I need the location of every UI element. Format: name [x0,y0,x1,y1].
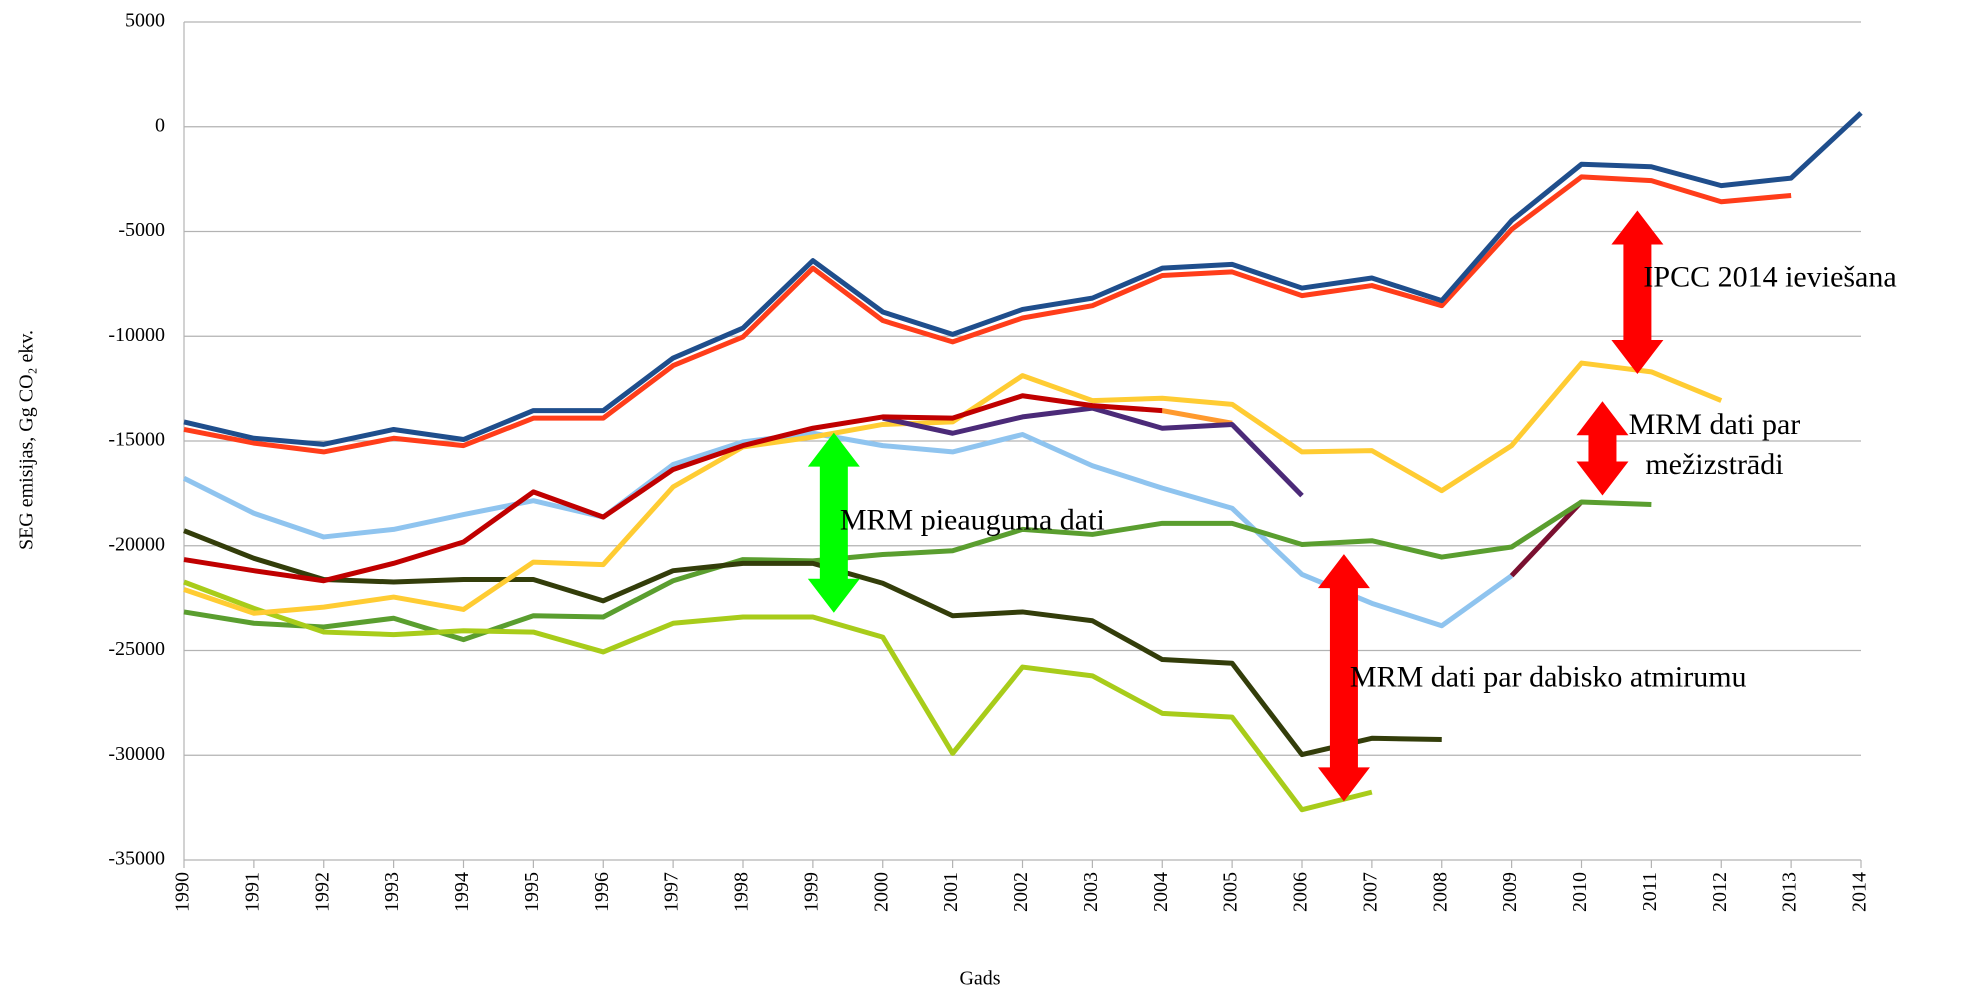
x-tick-label: 2005 [1220,872,1242,912]
x-tick-label: 1993 [381,872,403,912]
x-tick-label: 2000 [870,872,892,912]
x-tick-label: 2011 [1639,872,1661,911]
y-tick-label: -25000 [108,638,165,660]
x-tick-label: 1998 [731,872,753,912]
x-tick-label: 2004 [1150,872,1172,912]
x-tick-label: 1999 [800,872,822,912]
series-line [184,177,1791,452]
x-axis-label: Gads [959,968,1000,990]
y-tick-label: 0 [155,114,165,136]
x-tick-label: 1991 [241,872,263,912]
chart: SEG emisijas, Gg CO₂ ekv. Gads -35000 -30… [0,0,1961,992]
y-tick-label: -30000 [108,743,165,765]
x-tick-label: 2002 [1010,872,1032,912]
series-line [184,582,1372,810]
y-tick-label: -5000 [118,219,165,241]
y-tick-label: -15000 [108,429,165,451]
x-tick-label: 2001 [940,872,962,912]
annotation-arrow [1576,401,1628,495]
y-tick-label: -35000 [108,848,165,870]
x-tick-label: 2009 [1499,872,1521,912]
x-tick-label: 1992 [311,872,333,912]
x-tick-label: 2008 [1429,872,1451,912]
annotation-text: MRM dati par dabisko atmirumu [1350,661,1747,694]
y-tick-label: -10000 [108,324,165,346]
x-tick-label: 1994 [451,872,473,912]
annotation-text: MRM dati par [1629,408,1801,441]
x-tick-label: 2010 [1569,872,1591,912]
x-tick-label: 2003 [1080,872,1102,912]
annotation-text: IPCC 2014 ieviešana [1643,261,1896,294]
x-tick-label: 2012 [1709,872,1731,912]
series-line [1162,411,1232,424]
x-tick-label: 2014 [1849,872,1871,912]
x-tick-label: 1996 [591,872,613,912]
y-axis-label: SEG emisijas, Gg CO₂ ekv. [16,330,38,550]
x-tick-label: 1997 [661,872,683,912]
annotation-text: mežizstrādi [1645,448,1783,481]
y-tick-label: -20000 [108,533,165,555]
x-tick-label: 1995 [521,872,543,912]
y-tick-label: 5000 [125,10,165,32]
series-line [184,531,1442,755]
x-tick-label: 1990 [172,872,194,912]
x-tick-label: 2006 [1290,872,1312,912]
x-tick-label: 2013 [1779,872,1801,912]
annotation-text: MRM pieauguma dati [840,504,1105,537]
series-line [184,363,1721,613]
x-tick-label: 2007 [1359,872,1381,912]
